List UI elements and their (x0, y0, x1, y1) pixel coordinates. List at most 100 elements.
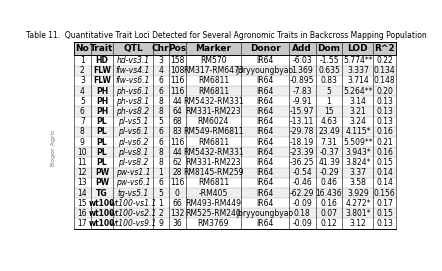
Text: 6: 6 (158, 178, 163, 187)
Text: -36.25: -36.25 (290, 158, 314, 167)
Text: 3.24: 3.24 (350, 117, 366, 126)
Text: PL: PL (97, 148, 107, 157)
Text: 0.148: 0.148 (374, 76, 396, 85)
Text: RM8145-RM259: RM8145-RM259 (183, 168, 244, 177)
Text: PH: PH (96, 97, 108, 106)
Text: flw-vs6.1: flw-vs6.1 (116, 76, 150, 85)
Text: pw-vs6.1: pw-vs6.1 (116, 178, 150, 187)
Text: 4.272*: 4.272* (345, 199, 371, 208)
Text: ph-vs8.1: ph-vs8.1 (116, 97, 149, 106)
Text: -0.54: -0.54 (292, 168, 312, 177)
Text: wt100-vs9.1: wt100-vs9.1 (109, 219, 156, 228)
Text: IR64: IR64 (256, 76, 274, 85)
Text: Pos: Pos (168, 44, 187, 53)
Text: 0.13: 0.13 (376, 107, 393, 116)
Text: RM331-RM223: RM331-RM223 (186, 158, 241, 167)
Text: PH: PH (96, 87, 108, 96)
Bar (74, 198, 396, 208)
Text: 0.16: 0.16 (376, 148, 393, 157)
Text: RM5432-RM331: RM5432-RM331 (183, 97, 244, 106)
Bar (74, 56, 396, 66)
Text: 1: 1 (327, 97, 332, 106)
Text: IR64: IR64 (256, 97, 274, 106)
Text: 17: 17 (77, 219, 87, 228)
Text: 6: 6 (158, 76, 163, 85)
Text: RM493-RM449: RM493-RM449 (185, 199, 241, 208)
Text: RM317-RM6473: RM317-RM6473 (183, 66, 244, 75)
Text: 0.13: 0.13 (376, 117, 393, 126)
Text: Joryyoungbyao: Joryyoungbyao (236, 66, 293, 75)
Text: PL: PL (97, 138, 107, 147)
Text: -0.09: -0.09 (292, 199, 312, 208)
Text: 0.17: 0.17 (376, 199, 393, 208)
Text: wt100: wt100 (89, 209, 115, 218)
Text: 68: 68 (172, 117, 182, 126)
Text: 132: 132 (170, 209, 184, 218)
Text: 4.63: 4.63 (320, 117, 338, 126)
Text: 7: 7 (80, 117, 85, 126)
Text: -13.11: -13.11 (290, 117, 314, 126)
Text: 11: 11 (78, 158, 87, 167)
Text: 1: 1 (80, 56, 85, 65)
Text: RM525-RM240: RM525-RM240 (186, 209, 241, 218)
Bar (74, 66, 396, 76)
Text: -7.83: -7.83 (292, 87, 312, 96)
Text: PH: PH (96, 107, 108, 116)
Text: 3.12: 3.12 (350, 219, 366, 228)
Text: -23.39: -23.39 (290, 148, 314, 157)
Bar (74, 157, 396, 167)
Text: 3.824*: 3.824* (345, 158, 371, 167)
Bar (74, 107, 396, 117)
Text: QTL: QTL (123, 44, 143, 53)
Text: 116: 116 (170, 76, 184, 85)
Text: 83: 83 (172, 127, 182, 136)
Text: 44: 44 (172, 97, 182, 106)
Text: 3.37: 3.37 (350, 168, 366, 177)
Text: 13: 13 (77, 178, 87, 187)
Text: IR64: IR64 (256, 178, 274, 187)
Text: 66: 66 (172, 199, 182, 208)
Text: -0.37: -0.37 (319, 148, 339, 157)
Text: pw-vs1.1: pw-vs1.1 (116, 168, 150, 177)
Text: 0.07: 0.07 (320, 209, 338, 218)
Text: 62: 62 (172, 158, 182, 167)
Text: -0.46: -0.46 (292, 178, 312, 187)
Text: Add: Add (292, 44, 312, 53)
Text: ph-vs8.2: ph-vs8.2 (116, 107, 149, 116)
Text: IR64: IR64 (256, 56, 274, 65)
Text: -1.55: -1.55 (319, 56, 339, 65)
Text: 3.21: 3.21 (350, 107, 366, 116)
Text: PW: PW (95, 168, 109, 177)
Text: Chr: Chr (152, 44, 170, 53)
Text: 3: 3 (158, 56, 163, 65)
Text: wt100-vs1.1: wt100-vs1.1 (109, 199, 156, 208)
Text: -15.97: -15.97 (290, 107, 314, 116)
Text: RM549-RM6811: RM549-RM6811 (183, 127, 244, 136)
Text: RM570: RM570 (200, 56, 227, 65)
Text: RM6811: RM6811 (198, 87, 229, 96)
Text: 5.264**: 5.264** (343, 87, 373, 96)
Text: 6: 6 (158, 138, 163, 147)
Text: R^2: R^2 (374, 44, 395, 53)
Text: 6: 6 (80, 107, 85, 116)
Text: PL: PL (97, 158, 107, 167)
Text: TG: TG (96, 189, 108, 198)
Bar (74, 208, 396, 218)
Text: PW: PW (95, 178, 109, 187)
Text: IR64: IR64 (256, 189, 274, 198)
Text: -0.09: -0.09 (292, 219, 312, 228)
Text: pl-vs8.2: pl-vs8.2 (118, 158, 148, 167)
Text: FLW: FLW (93, 66, 111, 75)
Text: 0.15: 0.15 (376, 209, 393, 218)
Text: 15: 15 (77, 199, 87, 208)
Bar (74, 218, 396, 229)
Text: 5: 5 (158, 117, 163, 126)
Text: 5: 5 (80, 97, 85, 106)
Text: pl-vs6.1: pl-vs6.1 (118, 127, 148, 136)
Text: wt100: wt100 (89, 219, 115, 228)
Text: Marker: Marker (195, 44, 232, 53)
Text: RM6811: RM6811 (198, 138, 229, 147)
Text: -18.19: -18.19 (290, 138, 314, 147)
Text: RM3769: RM3769 (198, 219, 229, 228)
Text: 0.156: 0.156 (374, 189, 396, 198)
